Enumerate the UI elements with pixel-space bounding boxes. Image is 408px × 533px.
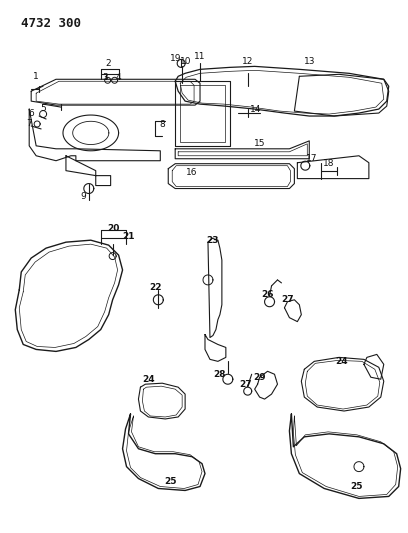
Text: 16: 16 bbox=[186, 168, 198, 177]
Text: 10: 10 bbox=[180, 57, 192, 66]
Text: 17: 17 bbox=[306, 154, 317, 163]
Text: 21: 21 bbox=[122, 232, 135, 241]
Text: 23: 23 bbox=[207, 236, 219, 245]
Text: 15: 15 bbox=[254, 139, 265, 148]
Text: 3: 3 bbox=[102, 73, 108, 82]
Text: 25: 25 bbox=[164, 477, 177, 486]
Text: 18: 18 bbox=[324, 159, 335, 168]
Text: 12: 12 bbox=[242, 57, 253, 66]
Text: 27: 27 bbox=[239, 379, 252, 389]
Text: 26: 26 bbox=[261, 290, 274, 300]
Text: 29: 29 bbox=[253, 373, 266, 382]
Text: 8: 8 bbox=[160, 120, 165, 130]
Text: 1: 1 bbox=[33, 72, 39, 81]
Text: 4732 300: 4732 300 bbox=[21, 17, 81, 30]
Text: 6: 6 bbox=[28, 109, 34, 118]
Text: 24: 24 bbox=[336, 357, 348, 366]
Text: 28: 28 bbox=[214, 370, 226, 379]
Text: 5: 5 bbox=[40, 103, 46, 112]
Text: 22: 22 bbox=[149, 284, 162, 293]
Text: 24: 24 bbox=[142, 375, 155, 384]
Text: 25: 25 bbox=[351, 482, 363, 491]
Text: 20: 20 bbox=[107, 224, 120, 233]
Text: 27: 27 bbox=[281, 295, 294, 304]
Text: 13: 13 bbox=[304, 57, 315, 66]
Text: 14: 14 bbox=[250, 104, 262, 114]
Text: 11: 11 bbox=[194, 52, 206, 61]
Text: 19: 19 bbox=[171, 54, 182, 63]
Text: 7: 7 bbox=[27, 119, 32, 128]
Text: 2: 2 bbox=[106, 59, 111, 68]
Text: 4: 4 bbox=[116, 73, 122, 82]
Text: 9: 9 bbox=[80, 192, 86, 201]
